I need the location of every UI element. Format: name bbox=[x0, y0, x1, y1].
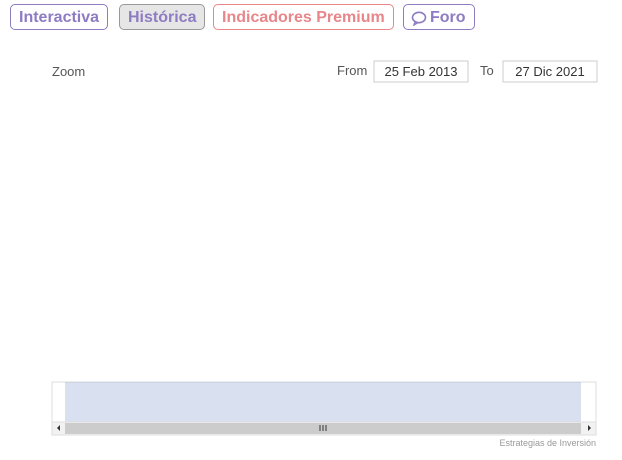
tab-label: Foro bbox=[430, 9, 466, 26]
to-date: 27 Dic 2021 bbox=[515, 64, 584, 79]
scroll-left[interactable] bbox=[57, 425, 60, 431]
navigator-mask[interactable] bbox=[65, 382, 581, 422]
to-input[interactable] bbox=[502, 60, 598, 83]
tab[interactable]: Interactiva bbox=[10, 4, 109, 30]
scrollbar-thumb[interactable] bbox=[65, 423, 581, 434]
from-input[interactable] bbox=[373, 60, 469, 83]
tab[interactable]: Indicadores Premium bbox=[213, 4, 394, 30]
from-date: 25 Feb 2013 bbox=[384, 64, 457, 79]
zoom-label: Zoom bbox=[52, 64, 85, 79]
navigator-bg bbox=[51, 381, 597, 423]
scrollbar-track[interactable] bbox=[51, 421, 597, 436]
scrollbar-grip bbox=[319, 425, 327, 431]
credits: Estrategias de Inversión bbox=[499, 438, 596, 448]
tab[interactable]: 1W1M3M6MYTDAll01002003004002014201620182… bbox=[403, 4, 475, 30]
scroll-right[interactable] bbox=[588, 425, 591, 431]
to-label: To bbox=[480, 63, 494, 78]
from-label: From bbox=[337, 63, 367, 78]
forum-icon: 1W1M3M6MYTDAll01002003004002014201620182… bbox=[411, 11, 427, 26]
tab-active[interactable]: Histórica bbox=[119, 4, 206, 30]
